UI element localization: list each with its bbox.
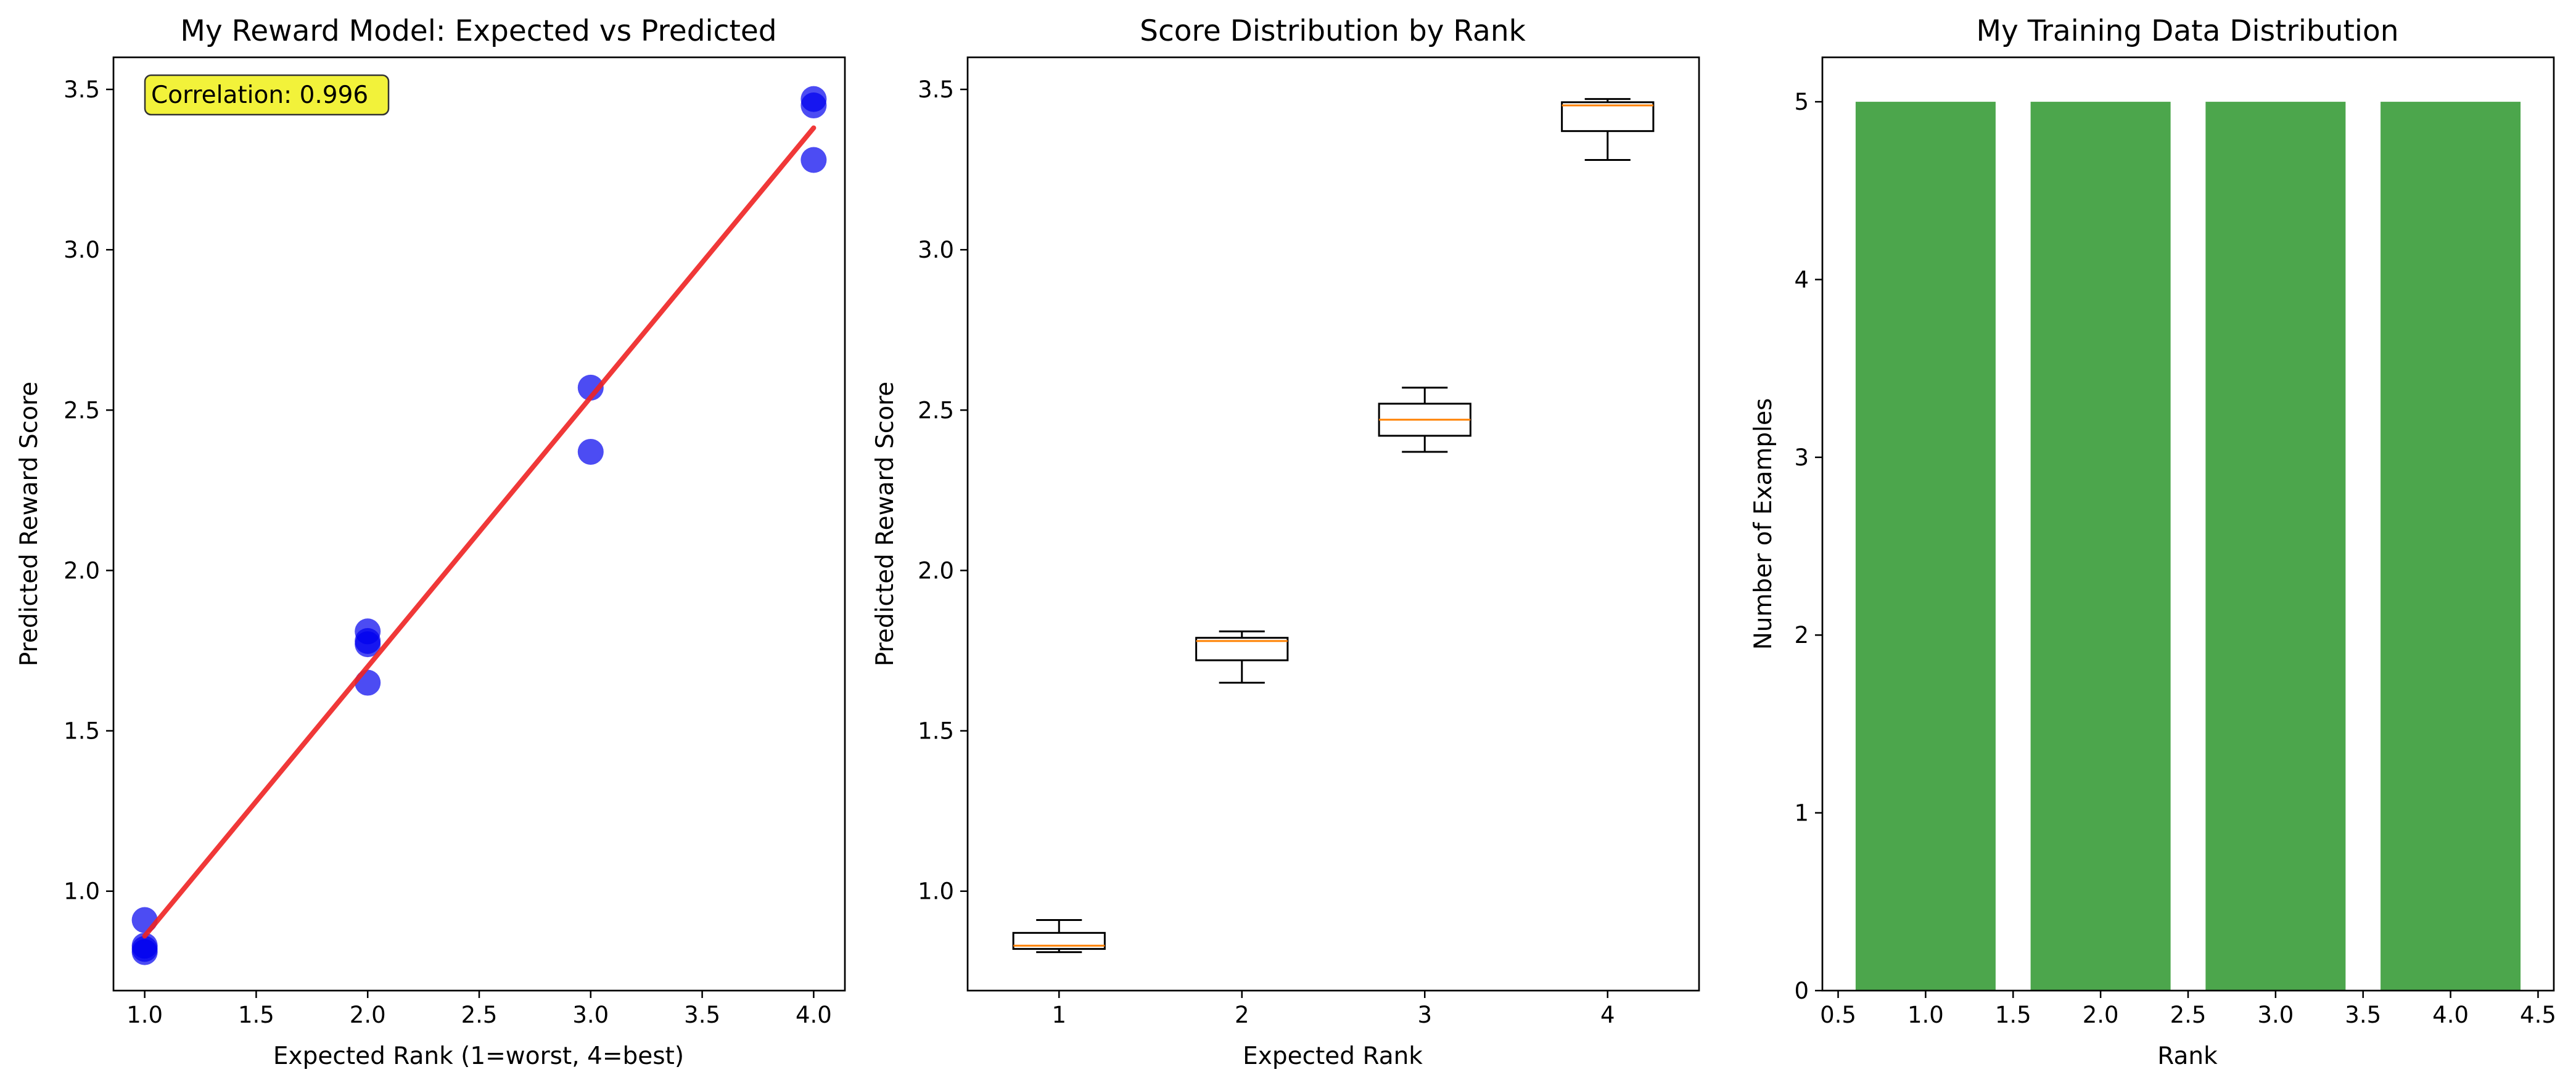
bar-rank-4 (2381, 102, 2521, 991)
bar-rank-3 (2205, 102, 2346, 991)
boxplot-panel: Score Distribution by Rank 1.0 1.5 2.0 2.5 3… (871, 14, 1700, 1070)
x-tick-label: 1.0 (1907, 1002, 1944, 1028)
y-tick-label: 1.5 (918, 718, 954, 745)
plot-area-frame (112, 56, 846, 992)
bar-panel: My Training Data Distribution 0 1 2 3 4 5 0.5… (1750, 14, 2556, 1070)
scatter-point (800, 92, 827, 119)
scatter-point (131, 939, 158, 965)
x-tick-label: 2 (1235, 1002, 1249, 1028)
x-tick-label: 2.0 (350, 1002, 386, 1028)
regression-line (142, 125, 817, 939)
y-tick-group: 1.0 1.5 2.0 2.5 3.0 3.5 (918, 76, 968, 905)
scatter-panel: My Reward Model: Expected vs Predicted 1… (15, 14, 846, 1070)
x-tick-label: 1.5 (238, 1002, 274, 1028)
x-tick-label: 3.0 (2257, 1002, 2294, 1028)
y-tick-label: 3.5 (64, 76, 100, 103)
scatter-point (131, 907, 158, 933)
y-tick-label: 1.0 (918, 878, 954, 905)
correlation-annotation: Correlation: 0.996 (144, 74, 390, 116)
marks-group (1012, 98, 1655, 954)
x-tick-label: 3 (1417, 1002, 1432, 1028)
y-tick-label: 1 (1794, 800, 1809, 827)
box-rank-1 (1012, 919, 1106, 954)
y-tick-label: 1.0 (64, 878, 100, 905)
x-tick-group: 1.0 1.5 2.0 2.5 3.0 3.5 4.0 (126, 991, 832, 1028)
x-tick-label: 1 (1051, 1002, 1066, 1028)
y-tick-label: 2.5 (918, 397, 954, 423)
x-tick-label: 2.5 (461, 1002, 498, 1028)
x-tick-label: 4 (1600, 1002, 1615, 1028)
scatter-point (800, 147, 827, 173)
x-tick-label: 0.5 (1820, 1002, 1856, 1028)
y-tick-label: 3.0 (64, 237, 100, 263)
x-tick-label: 2.0 (2083, 1002, 2119, 1028)
panel-title: My Training Data Distribution (1976, 14, 2398, 48)
scatter-point (577, 438, 604, 465)
x-axis-label: Rank (2157, 1042, 2218, 1070)
y-tick-label: 3 (1794, 444, 1809, 471)
plot-area-frame (1821, 56, 2555, 992)
marks-group (1855, 102, 2521, 991)
y-tick-label: 4 (1794, 266, 1809, 293)
box-rank-2 (1195, 630, 1289, 684)
iqr-box (1195, 637, 1289, 661)
y-tick-label: 5 (1794, 89, 1809, 115)
plot-area-frame (966, 56, 1700, 992)
y-tick-label: 0 (1794, 978, 1809, 1004)
y-tick-label: 3.0 (918, 237, 954, 263)
x-axis-label: Expected Rank (1243, 1042, 1423, 1070)
annotation-box (144, 74, 390, 116)
scatter-point (577, 374, 604, 401)
y-tick-label: 1.5 (64, 718, 100, 745)
x-tick-group: 0.5 1.0 1.5 2.0 2.5 3.0 3.5 4.0 4.5 (1820, 991, 2556, 1028)
bar-rank-1 (1855, 102, 1996, 991)
panel-title: My Reward Model: Expected vs Predicted (180, 14, 776, 48)
x-tick-label: 1.5 (1995, 1002, 2031, 1028)
y-tick-label: 2.0 (918, 557, 954, 584)
marks-group (131, 86, 827, 965)
x-tick-label: 3.5 (2345, 1002, 2381, 1028)
y-axis-label: Predicted Reward Score (15, 382, 43, 666)
iqr-box (1012, 931, 1106, 950)
bar-rank-2 (2030, 102, 2171, 991)
scatter-point (355, 631, 381, 658)
box-rank-4 (1561, 98, 1655, 161)
y-tick-label: 2 (1794, 622, 1809, 648)
x-tick-label: 4.0 (2432, 1002, 2469, 1028)
y-tick-label: 2.5 (64, 397, 100, 423)
y-tick-label: 2.0 (64, 557, 100, 584)
y-tick-group: 1.0 1.5 2.0 2.5 3.0 3.5 (64, 76, 113, 905)
scatter-point (355, 669, 381, 696)
box-rank-3 (1378, 387, 1471, 453)
x-tick-label: 1.0 (126, 1002, 163, 1028)
iqr-box (1561, 101, 1655, 133)
y-axis-label: Predicted Reward Score (871, 382, 899, 666)
x-tick-label: 3.5 (684, 1002, 720, 1028)
x-axis-label: Expected Rank (1=worst, 4=best) (273, 1042, 684, 1070)
x-tick-label: 4.0 (796, 1002, 832, 1028)
x-tick-label: 2.5 (2170, 1002, 2207, 1028)
x-tick-label: 4.5 (2520, 1002, 2556, 1028)
x-tick-group: 1 2 3 4 (1051, 991, 1615, 1028)
y-tick-group: 0 1 2 3 4 5 (1794, 89, 1822, 1004)
y-tick-label: 3.5 (918, 76, 954, 103)
y-axis-label: Number of Examples (1750, 398, 1777, 650)
panel-title: Score Distribution by Rank (1140, 14, 1526, 48)
annotation-text: Correlation: 0.996 (151, 81, 368, 109)
x-tick-label: 3.0 (572, 1002, 609, 1028)
